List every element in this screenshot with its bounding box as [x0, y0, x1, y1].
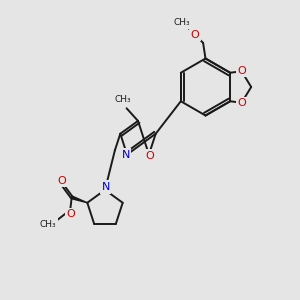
Text: O: O — [190, 29, 199, 40]
Text: N: N — [122, 150, 130, 160]
Text: O: O — [238, 98, 247, 108]
Text: O: O — [66, 209, 75, 220]
Polygon shape — [71, 196, 87, 203]
Text: N: N — [101, 182, 110, 192]
Text: O: O — [57, 176, 66, 186]
Text: CH₃: CH₃ — [173, 18, 190, 27]
Text: O: O — [145, 151, 154, 161]
Text: CH₃: CH₃ — [40, 220, 57, 229]
Text: CH₃: CH₃ — [115, 95, 131, 104]
Text: O: O — [238, 66, 247, 76]
